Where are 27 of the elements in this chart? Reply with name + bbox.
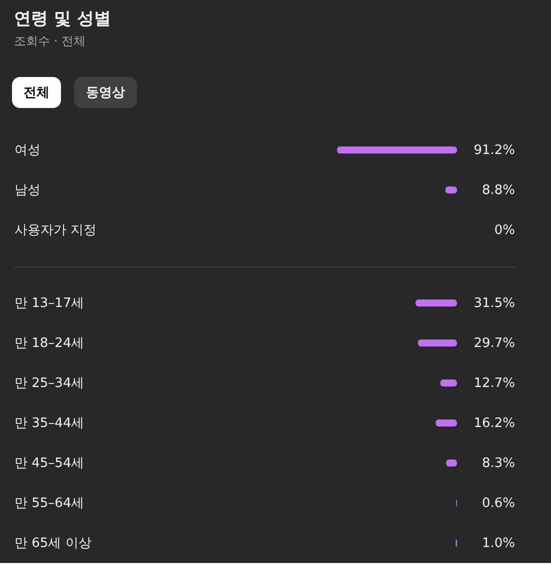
text: 동영상	[86, 86, 125, 100]
data-label: 0%	[494, 223, 515, 238]
y-tick-label: 만 18–24세	[14, 336, 84, 351]
data-label: 8.8%	[482, 183, 515, 198]
bar	[436, 420, 457, 426]
text: 연령 및 성별	[14, 9, 111, 29]
y-tick-label: 만 13–17세	[14, 296, 84, 311]
y-tick-label: 만 65세 이상	[14, 536, 92, 551]
bar	[416, 300, 457, 306]
data-label: 12.7%	[474, 376, 515, 391]
y-tick-label: 남성	[14, 183, 40, 198]
y-tick-label: 만 25–34세	[14, 376, 84, 391]
bar	[418, 340, 457, 346]
y-tick-label: 사용자가 지정	[14, 223, 97, 238]
data-label: 8.3%	[482, 456, 515, 471]
data-label: 91.2%	[474, 143, 515, 158]
data-label: 29.7%	[474, 336, 515, 351]
data-label: 16.2%	[474, 416, 515, 431]
y-tick-label: 만 45–54세	[14, 456, 84, 471]
data-label: 1.0%	[482, 536, 515, 551]
text: 전체	[24, 86, 50, 100]
data-label: 0.6%	[482, 496, 515, 511]
y-tick-label: 만 55–64세	[14, 496, 84, 511]
y-tick-label: 만 35–44세	[14, 416, 84, 431]
text: 조회수 · 전체	[14, 34, 86, 48]
y-tick-label: 여성	[14, 143, 40, 158]
data-label: 31.5%	[474, 296, 515, 311]
